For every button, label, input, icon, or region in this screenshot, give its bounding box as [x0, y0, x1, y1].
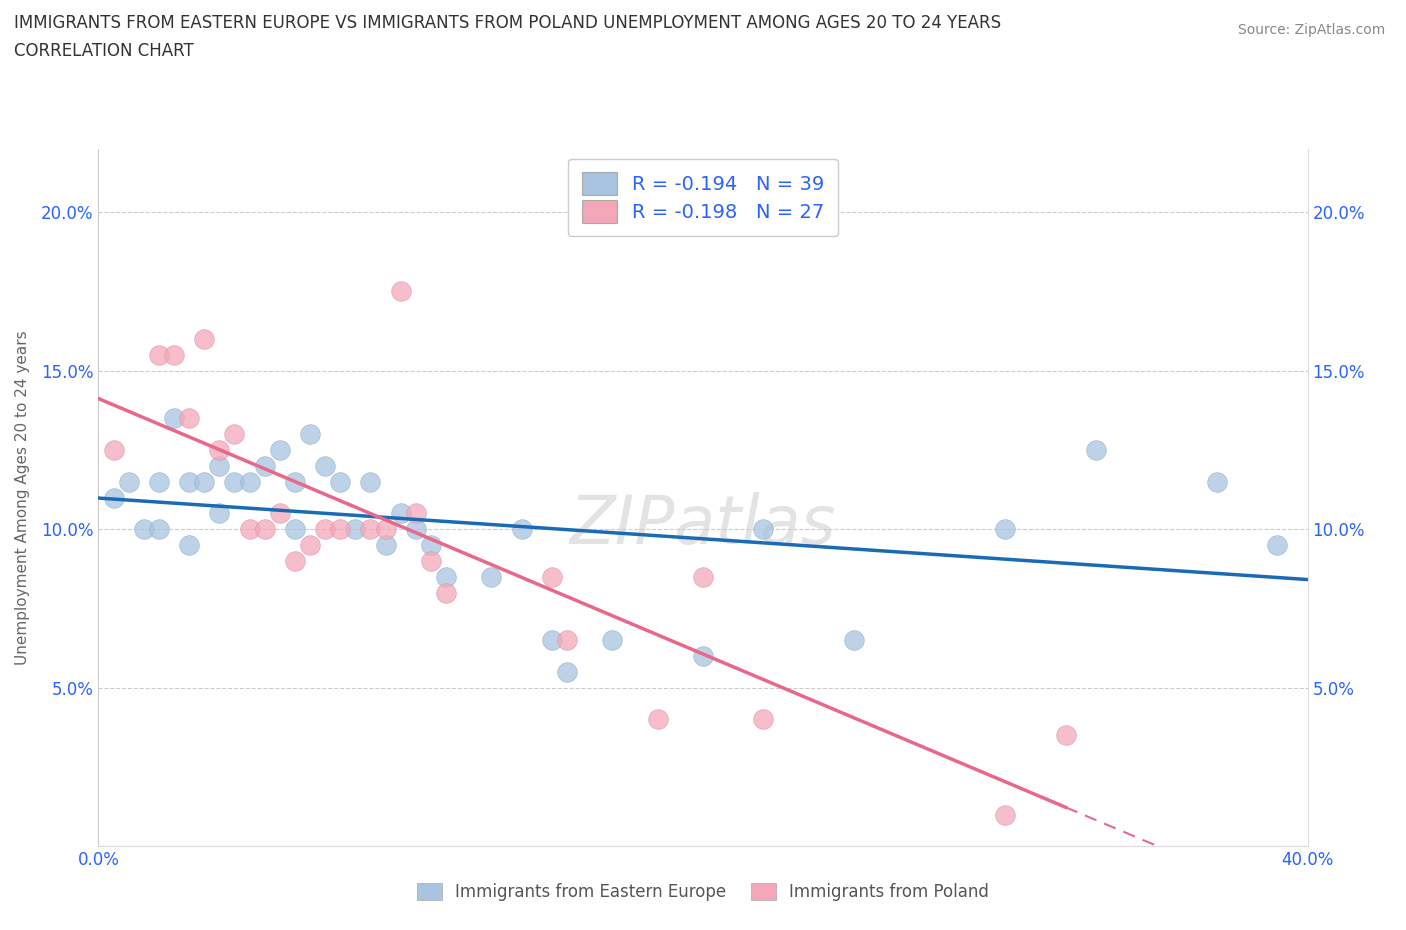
Point — [692, 569, 714, 584]
Text: IMMIGRANTS FROM EASTERN EUROPE VS IMMIGRANTS FROM POLAND UNEMPLOYMENT AMONG AGES: IMMIGRANTS FROM EASTERN EUROPE VS IMMIGR… — [14, 14, 1001, 32]
Point — [193, 474, 215, 489]
Point — [208, 458, 231, 473]
Point — [1085, 443, 1108, 458]
Point — [193, 332, 215, 347]
Point — [118, 474, 141, 489]
Point — [103, 443, 125, 458]
Point — [269, 443, 291, 458]
Point — [555, 664, 578, 679]
Point — [179, 538, 201, 552]
Point — [405, 522, 427, 537]
Point — [299, 427, 322, 442]
Point — [360, 474, 382, 489]
Point — [420, 538, 443, 552]
Point — [434, 585, 457, 600]
Point — [148, 474, 170, 489]
Point — [752, 522, 775, 537]
Point — [163, 411, 186, 426]
Legend: Immigrants from Eastern Europe, Immigrants from Poland: Immigrants from Eastern Europe, Immigran… — [411, 876, 995, 908]
Point — [420, 553, 443, 568]
Point — [239, 522, 262, 537]
Point — [253, 458, 276, 473]
Point — [647, 712, 669, 727]
Point — [239, 474, 262, 489]
Point — [389, 284, 412, 299]
Point — [405, 506, 427, 521]
Point — [602, 632, 624, 647]
Point — [132, 522, 155, 537]
Point — [179, 411, 201, 426]
Point — [510, 522, 533, 537]
Point — [994, 807, 1017, 822]
Point — [692, 648, 714, 663]
Point — [540, 569, 562, 584]
Point — [360, 522, 382, 537]
Point — [329, 474, 352, 489]
Text: ZIPatlas: ZIPatlas — [569, 493, 837, 558]
Point — [208, 443, 231, 458]
Point — [224, 474, 246, 489]
Point — [752, 712, 775, 727]
Point — [148, 522, 170, 537]
Text: Source: ZipAtlas.com: Source: ZipAtlas.com — [1237, 23, 1385, 37]
Point — [481, 569, 503, 584]
Point — [1267, 538, 1289, 552]
Point — [844, 632, 866, 647]
Point — [224, 427, 246, 442]
Point — [208, 506, 231, 521]
Point — [299, 538, 322, 552]
Point — [284, 474, 307, 489]
Point — [374, 522, 396, 537]
Point — [540, 632, 562, 647]
Point — [148, 348, 170, 363]
Point — [1054, 728, 1077, 743]
Point — [374, 538, 396, 552]
Point — [344, 522, 367, 537]
Point — [284, 522, 307, 537]
Y-axis label: Unemployment Among Ages 20 to 24 years: Unemployment Among Ages 20 to 24 years — [15, 330, 30, 665]
Point — [389, 506, 412, 521]
Point — [253, 522, 276, 537]
Point — [994, 522, 1017, 537]
Point — [555, 632, 578, 647]
Point — [163, 348, 186, 363]
Point — [103, 490, 125, 505]
Text: CORRELATION CHART: CORRELATION CHART — [14, 42, 194, 60]
Point — [314, 458, 336, 473]
Point — [329, 522, 352, 537]
Point — [314, 522, 336, 537]
Point — [284, 553, 307, 568]
Point — [1206, 474, 1229, 489]
Point — [269, 506, 291, 521]
Point — [434, 569, 457, 584]
Point — [179, 474, 201, 489]
